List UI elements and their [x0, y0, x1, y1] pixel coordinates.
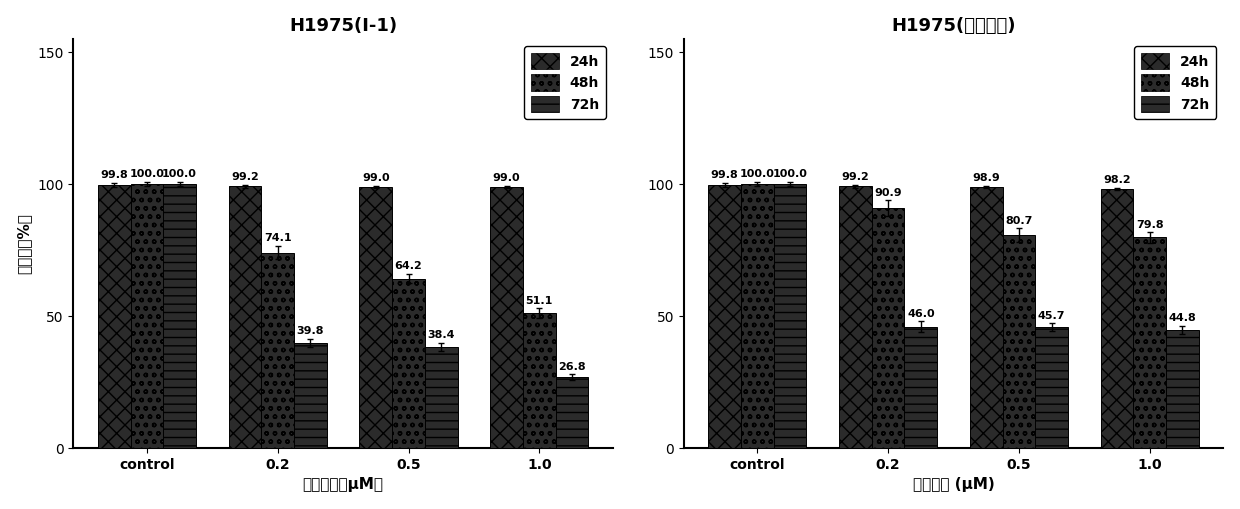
Bar: [904, 327, 937, 448]
Text: 100.0: 100.0: [129, 169, 165, 179]
Text: 79.8: 79.8: [1136, 219, 1163, 230]
Text: 80.7: 80.7: [1006, 216, 1033, 226]
Bar: [556, 377, 589, 448]
Bar: [523, 313, 556, 448]
Y-axis label: 存活率（%）: 存活率（%）: [16, 213, 32, 274]
Text: 99.0: 99.0: [362, 173, 389, 183]
Text: 99.2: 99.2: [842, 173, 869, 182]
Bar: [1003, 235, 1035, 448]
Title: H1975(罗司替尼): H1975(罗司替尼): [892, 17, 1016, 35]
Bar: [1101, 189, 1133, 448]
Bar: [708, 185, 742, 448]
Text: 100.0: 100.0: [162, 169, 197, 179]
Bar: [774, 184, 806, 448]
Text: 99.2: 99.2: [231, 173, 259, 182]
Text: 99.8: 99.8: [711, 170, 739, 180]
Text: 39.8: 39.8: [296, 326, 324, 336]
Text: 51.1: 51.1: [526, 296, 553, 306]
Text: 64.2: 64.2: [394, 261, 423, 271]
Legend: 24h, 48h, 72h: 24h, 48h, 72h: [1135, 46, 1216, 119]
X-axis label: 药物浓度（μM）: 药物浓度（μM）: [303, 477, 383, 492]
Text: 26.8: 26.8: [558, 361, 585, 372]
Bar: [262, 252, 294, 448]
Bar: [392, 278, 425, 448]
Bar: [872, 208, 904, 448]
Bar: [360, 187, 392, 448]
Bar: [1035, 327, 1068, 448]
Text: 100.0: 100.0: [740, 169, 775, 179]
Bar: [1166, 330, 1199, 448]
Bar: [164, 184, 196, 448]
Title: H1975(I-1): H1975(I-1): [289, 17, 397, 35]
Legend: 24h, 48h, 72h: 24h, 48h, 72h: [523, 46, 606, 119]
X-axis label: 药物浓度 (μM): 药物浓度 (μM): [913, 477, 994, 492]
Text: 98.9: 98.9: [972, 174, 1001, 183]
Text: 98.2: 98.2: [1104, 175, 1131, 185]
Text: 74.1: 74.1: [264, 233, 291, 243]
Text: 38.4: 38.4: [428, 330, 455, 340]
Text: 100.0: 100.0: [773, 169, 807, 179]
Bar: [228, 186, 262, 448]
Bar: [839, 186, 872, 448]
Text: 99.0: 99.0: [492, 173, 521, 183]
Bar: [1133, 238, 1166, 448]
Text: 99.8: 99.8: [100, 170, 128, 180]
Bar: [742, 184, 774, 448]
Bar: [490, 187, 523, 448]
Bar: [294, 343, 327, 448]
Bar: [425, 347, 458, 448]
Text: 44.8: 44.8: [1168, 313, 1197, 323]
Bar: [98, 185, 130, 448]
Bar: [130, 184, 164, 448]
Text: 90.9: 90.9: [874, 188, 901, 197]
Text: 45.7: 45.7: [1038, 311, 1065, 321]
Text: 46.0: 46.0: [906, 309, 935, 319]
Bar: [970, 187, 1003, 448]
